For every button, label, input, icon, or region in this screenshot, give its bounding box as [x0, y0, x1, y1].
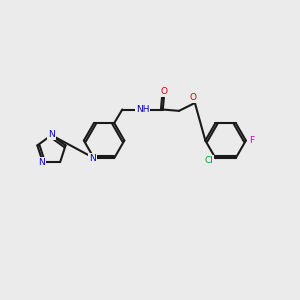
Text: F: F — [249, 136, 254, 145]
Text: N: N — [48, 130, 55, 139]
Text: N: N — [38, 158, 45, 166]
Text: O: O — [189, 93, 196, 102]
Text: NH: NH — [136, 105, 149, 114]
Text: Cl: Cl — [204, 156, 213, 165]
Text: O: O — [161, 87, 168, 96]
Text: N: N — [89, 154, 96, 163]
